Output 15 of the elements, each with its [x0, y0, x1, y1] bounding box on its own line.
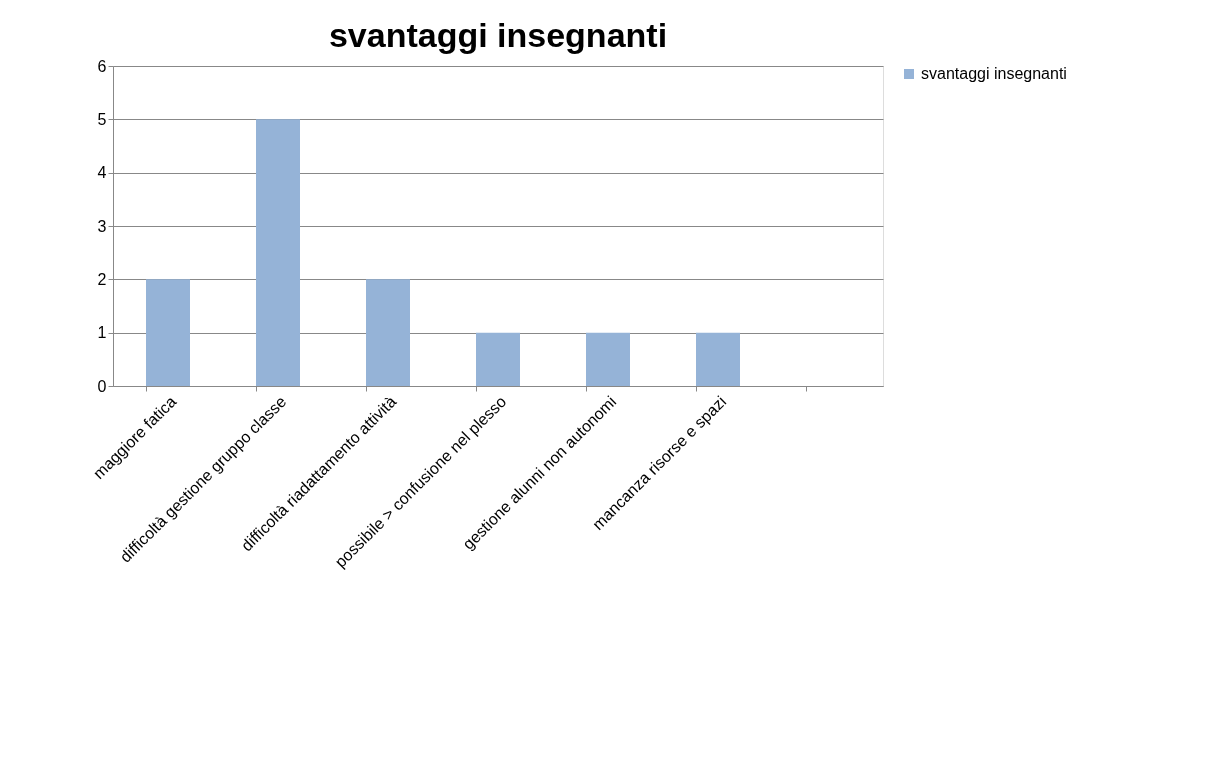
bar [256, 119, 300, 386]
y-tick-label: 1 [97, 324, 107, 342]
y-tick-label: 5 [97, 110, 107, 128]
bar [146, 279, 190, 386]
legend-label: svantaggi insegnanti [921, 65, 1067, 82]
bar [366, 279, 410, 386]
bar [476, 332, 520, 386]
bar [586, 332, 630, 386]
y-tick-label: 2 [97, 270, 107, 288]
y-tick-label: 3 [97, 217, 107, 235]
y-tick-label: 6 [97, 57, 107, 75]
chart-title: svantaggi insegnanti [328, 16, 668, 54]
y-tick-label: 0 [97, 377, 107, 395]
y-tick-label: 4 [97, 164, 107, 182]
bar [696, 332, 740, 386]
